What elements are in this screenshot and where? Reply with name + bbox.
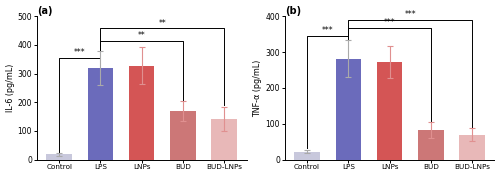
Text: ***: *** [322, 26, 334, 35]
Text: ***: *** [74, 48, 86, 57]
Bar [129, 66, 154, 160]
Bar [377, 62, 402, 160]
Bar [46, 154, 72, 160]
Text: **: ** [138, 31, 145, 40]
Bar [170, 111, 196, 160]
Bar [418, 130, 444, 160]
Text: ***: *** [384, 18, 396, 27]
Bar [88, 68, 113, 160]
Bar [294, 152, 320, 160]
Text: (a): (a) [37, 6, 52, 15]
Bar [212, 119, 237, 160]
Text: ***: *** [404, 10, 416, 19]
Bar [460, 134, 485, 160]
Text: **: ** [158, 19, 166, 28]
Y-axis label: TNF-α (pg/mL): TNF-α (pg/mL) [254, 59, 262, 117]
Bar [336, 59, 361, 160]
Text: (b): (b) [284, 6, 301, 15]
Y-axis label: IL-6 (pg/mL): IL-6 (pg/mL) [6, 64, 15, 112]
